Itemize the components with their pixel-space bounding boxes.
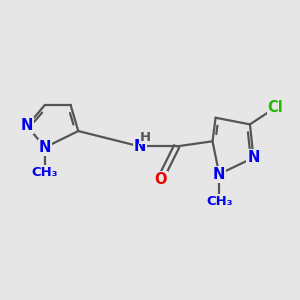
Text: H: H	[139, 131, 150, 144]
Text: CH₃: CH₃	[206, 195, 232, 208]
Text: N: N	[39, 140, 51, 155]
Text: N: N	[21, 118, 33, 134]
Text: N: N	[247, 150, 260, 165]
Text: O: O	[154, 172, 167, 187]
Text: N: N	[213, 167, 225, 182]
Text: N: N	[134, 139, 146, 154]
Text: Cl: Cl	[268, 100, 284, 115]
Text: CH₃: CH₃	[32, 166, 58, 178]
